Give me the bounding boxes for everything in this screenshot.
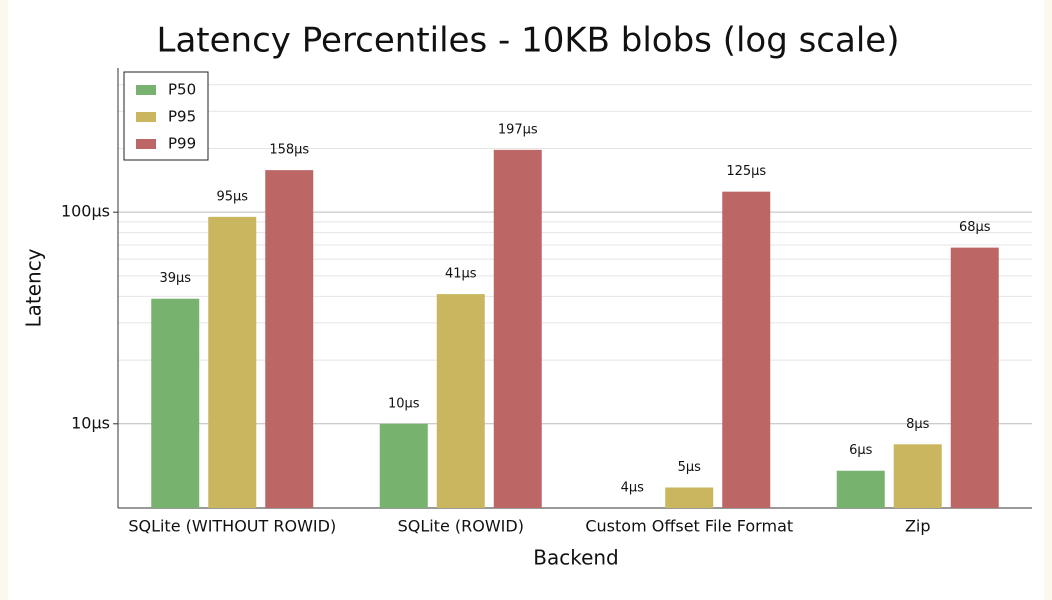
bar: [722, 191, 771, 508]
bar: [436, 294, 485, 508]
value-label: 158μs: [269, 143, 309, 158]
bar: [379, 423, 428, 508]
bar: [493, 149, 542, 508]
bar: [836, 470, 885, 508]
legend-swatch: [136, 85, 156, 95]
value-label: 39μs: [159, 271, 191, 286]
value-label: 95μs: [216, 189, 248, 204]
chart-title: Latency Percentiles - 10KB blobs (log sc…: [157, 21, 900, 61]
bar: [208, 216, 257, 508]
x-tick-label: Custom Offset File Format: [585, 517, 793, 536]
value-label: 125μs: [726, 164, 766, 179]
bar: [665, 487, 714, 508]
value-label: 8μs: [906, 417, 930, 432]
bar: [265, 170, 314, 508]
x-tick-label: SQLite (WITHOUT ROWID): [128, 517, 336, 536]
x-tick-label: SQLite (ROWID): [398, 517, 524, 536]
value-label: 41μs: [445, 267, 477, 282]
value-label: 68μs: [959, 220, 991, 235]
bar: [950, 247, 999, 508]
y-tick-label: 100μs: [61, 202, 110, 221]
bar: [893, 444, 942, 508]
bar: [151, 298, 200, 508]
legend-label: P99: [168, 135, 196, 153]
legend-label: P95: [168, 108, 196, 126]
legend-swatch: [136, 139, 156, 149]
value-label: 10μs: [388, 396, 420, 411]
x-axis-label: Backend: [533, 546, 619, 570]
x-tick-label: Zip: [905, 517, 931, 536]
value-label: 6μs: [849, 443, 873, 458]
y-tick-label: 10μs: [71, 413, 110, 432]
y-axis-label: Latency: [22, 248, 46, 327]
legend-swatch: [136, 112, 156, 122]
value-label: 4μs: [621, 481, 645, 496]
value-label: 197μs: [498, 122, 538, 137]
value-label: 5μs: [678, 460, 702, 475]
page: Latency Percentiles - 10KB blobs (log sc…: [8, 0, 1044, 600]
legend-label: P50: [168, 81, 196, 99]
